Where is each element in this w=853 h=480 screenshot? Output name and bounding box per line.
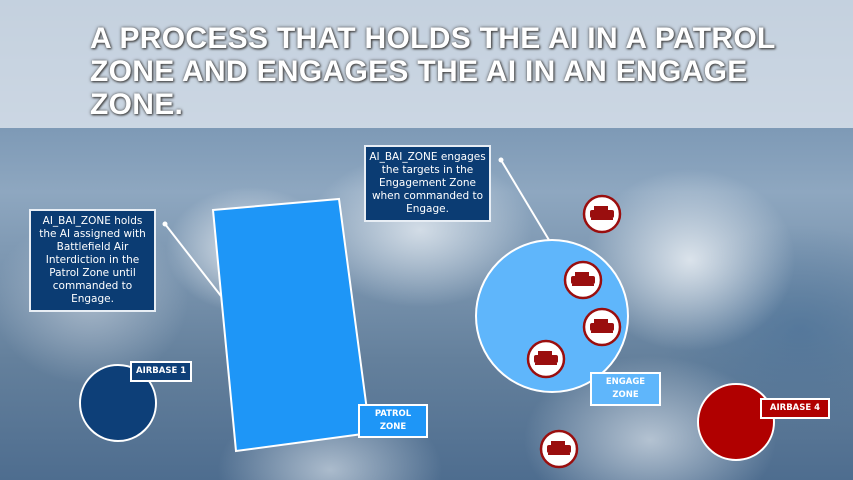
tank-icon[interactable] xyxy=(526,339,566,379)
patrol-label-line1: PATROL xyxy=(374,409,412,419)
patrol-zone-note: AI_BAI_ZONE holds the AI assigned with B… xyxy=(29,209,156,312)
tank-icon[interactable] xyxy=(582,194,622,234)
engage-zone-note: AI_BAI_ZONE engages the targets in the E… xyxy=(364,145,491,222)
slide-title: A PROCESS THAT HOLDS THE AI IN A PATROL … xyxy=(90,22,776,121)
tank-icon[interactable] xyxy=(582,307,622,347)
airbase-4[interactable] xyxy=(697,383,775,461)
airbase-1[interactable] xyxy=(79,364,157,442)
callout-line-engage xyxy=(500,159,550,241)
callout-line-patrol xyxy=(164,223,222,297)
patrol-label-line2: ZONE xyxy=(379,422,407,432)
title-band xyxy=(0,0,853,128)
airbase-1-label: AIRBASE 1 xyxy=(130,361,193,382)
tank-icon[interactable] xyxy=(539,429,579,469)
engage-label-line1: ENGAGE xyxy=(605,377,646,387)
engage-zone-label: ENGAGE ZONE xyxy=(590,372,661,406)
engage-label-line2: ZONE xyxy=(612,390,639,400)
callout-dot xyxy=(498,157,504,163)
patrol-zone[interactable] xyxy=(211,197,372,453)
airbase-4-text: AIRBASE 4 xyxy=(769,403,821,413)
patrol-zone-label: PATROL ZONE xyxy=(358,404,428,438)
callout-dot xyxy=(162,221,168,227)
airbase-4-label: AIRBASE 4 xyxy=(760,398,830,419)
airbase-1-text: AIRBASE 1 xyxy=(136,366,187,376)
tank-icon[interactable] xyxy=(563,260,603,300)
